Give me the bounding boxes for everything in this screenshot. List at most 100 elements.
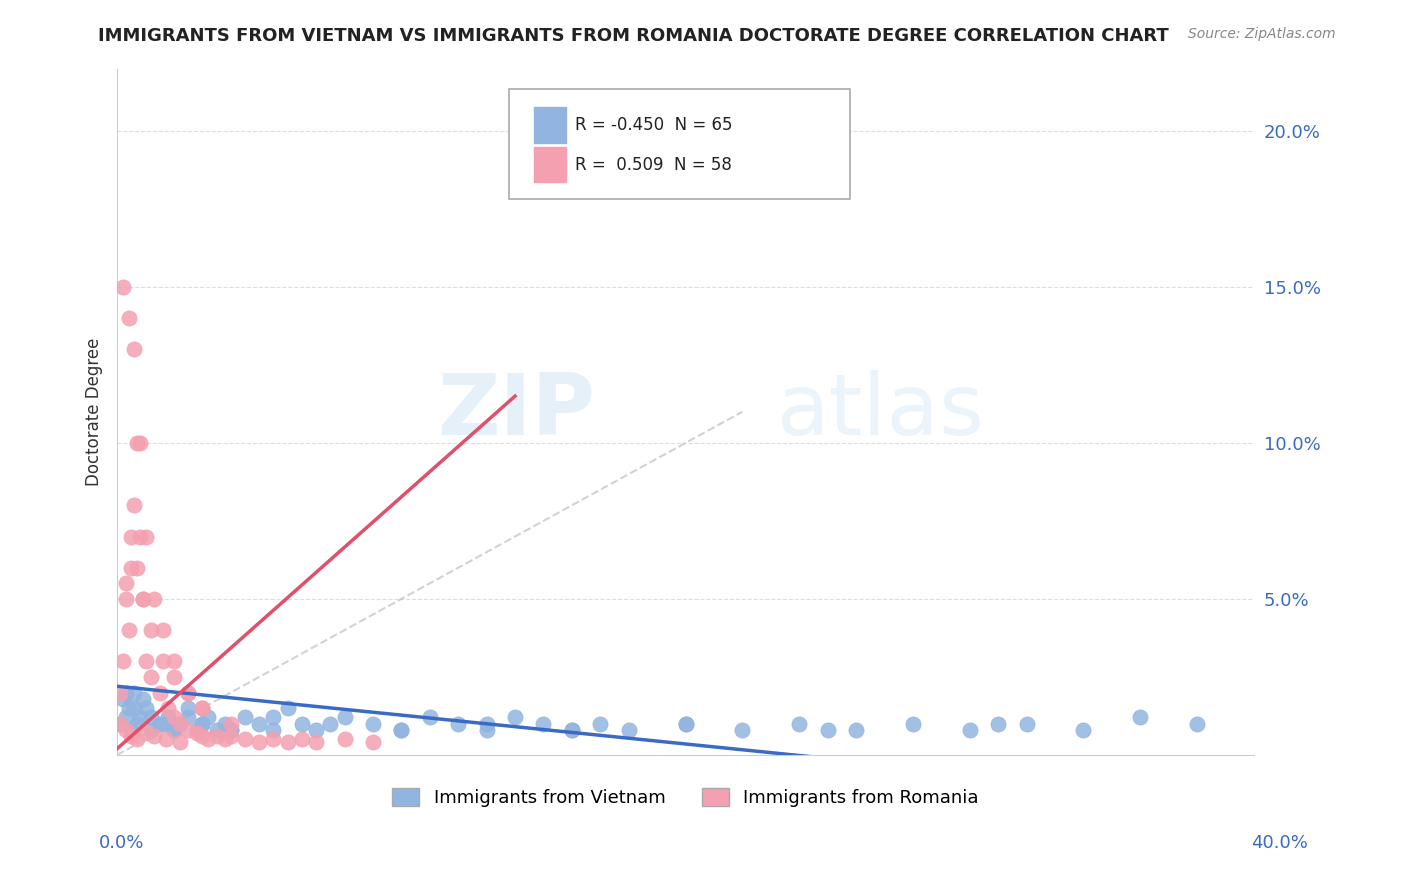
Point bbox=[845, 723, 868, 737]
Point bbox=[197, 710, 219, 724]
Point bbox=[163, 654, 186, 668]
Point bbox=[155, 732, 177, 747]
Point bbox=[1015, 716, 1038, 731]
Point bbox=[125, 436, 148, 450]
Point bbox=[389, 723, 412, 737]
Point bbox=[333, 732, 356, 747]
Text: 0.0%: 0.0% bbox=[98, 834, 143, 852]
Text: ZIP: ZIP bbox=[437, 370, 595, 453]
Point bbox=[263, 732, 285, 747]
Point bbox=[901, 716, 924, 731]
Point bbox=[589, 716, 612, 731]
Point bbox=[141, 710, 163, 724]
Point bbox=[114, 710, 136, 724]
Text: IMMIGRANTS FROM VIETNAM VS IMMIGRANTS FROM ROMANIA DOCTORATE DEGREE CORRELATION : IMMIGRANTS FROM VIETNAM VS IMMIGRANTS FR… bbox=[98, 27, 1170, 45]
Point bbox=[117, 623, 139, 637]
Point bbox=[125, 732, 148, 747]
Legend: Immigrants from Vietnam, Immigrants from Romania: Immigrants from Vietnam, Immigrants from… bbox=[385, 780, 986, 814]
Point bbox=[122, 498, 145, 512]
Text: R =  0.509  N = 58: R = 0.509 N = 58 bbox=[575, 155, 733, 174]
Point bbox=[247, 716, 270, 731]
Point bbox=[152, 623, 174, 637]
Point bbox=[169, 716, 191, 731]
Point bbox=[1073, 723, 1095, 737]
Point bbox=[149, 716, 172, 731]
Point bbox=[1129, 710, 1152, 724]
Point bbox=[111, 280, 134, 294]
Point bbox=[205, 723, 228, 737]
Point bbox=[675, 716, 697, 731]
Point bbox=[157, 701, 180, 715]
Point bbox=[129, 529, 152, 543]
Point bbox=[319, 716, 342, 731]
Point bbox=[214, 732, 236, 747]
Point bbox=[731, 723, 754, 737]
Text: atlas: atlas bbox=[776, 370, 984, 453]
Point bbox=[135, 529, 157, 543]
Point bbox=[263, 710, 285, 724]
Point bbox=[959, 723, 981, 737]
Point bbox=[108, 685, 131, 699]
Point bbox=[233, 732, 256, 747]
Point bbox=[475, 723, 498, 737]
Point bbox=[191, 716, 214, 731]
Point bbox=[129, 436, 152, 450]
Point bbox=[389, 723, 412, 737]
Point bbox=[305, 735, 328, 749]
Point bbox=[205, 729, 228, 743]
Point bbox=[475, 716, 498, 731]
Point bbox=[141, 723, 163, 737]
Point bbox=[503, 710, 526, 724]
Point bbox=[197, 732, 219, 747]
Point bbox=[291, 732, 314, 747]
Point bbox=[263, 723, 285, 737]
Point bbox=[163, 723, 186, 737]
Point bbox=[152, 716, 174, 731]
Point bbox=[177, 685, 200, 699]
Point bbox=[419, 710, 441, 724]
Point bbox=[219, 729, 242, 743]
Point bbox=[817, 723, 839, 737]
Point bbox=[125, 560, 148, 574]
Point bbox=[114, 576, 136, 591]
Point bbox=[191, 701, 214, 715]
Point bbox=[177, 685, 200, 699]
Point bbox=[152, 654, 174, 668]
Point bbox=[108, 716, 131, 731]
Point bbox=[277, 701, 299, 715]
Point bbox=[169, 716, 191, 731]
Point bbox=[305, 723, 328, 737]
Point bbox=[163, 670, 186, 684]
Point bbox=[114, 723, 136, 737]
FancyBboxPatch shape bbox=[509, 89, 851, 199]
Point bbox=[132, 591, 155, 606]
Point bbox=[163, 723, 186, 737]
Point bbox=[219, 716, 242, 731]
Point bbox=[120, 723, 142, 737]
Point bbox=[129, 710, 152, 724]
Point bbox=[191, 701, 214, 715]
Text: R = -0.450  N = 65: R = -0.450 N = 65 bbox=[575, 116, 733, 134]
Point bbox=[561, 723, 583, 737]
Point bbox=[135, 701, 157, 715]
Point bbox=[114, 685, 136, 699]
Point bbox=[191, 716, 214, 731]
Point bbox=[122, 701, 145, 715]
Point bbox=[177, 701, 200, 715]
Point bbox=[177, 723, 200, 737]
Point bbox=[291, 716, 314, 731]
Point bbox=[787, 716, 810, 731]
Point bbox=[111, 654, 134, 668]
Point bbox=[186, 723, 208, 737]
Point bbox=[135, 654, 157, 668]
Point bbox=[135, 726, 157, 740]
Y-axis label: Doctorate Degree: Doctorate Degree bbox=[86, 337, 103, 486]
Point bbox=[987, 716, 1010, 731]
Point bbox=[117, 701, 139, 715]
Point bbox=[117, 311, 139, 326]
Point bbox=[122, 343, 145, 357]
Point bbox=[120, 529, 142, 543]
Point bbox=[114, 591, 136, 606]
Point bbox=[143, 729, 166, 743]
Point bbox=[149, 685, 172, 699]
